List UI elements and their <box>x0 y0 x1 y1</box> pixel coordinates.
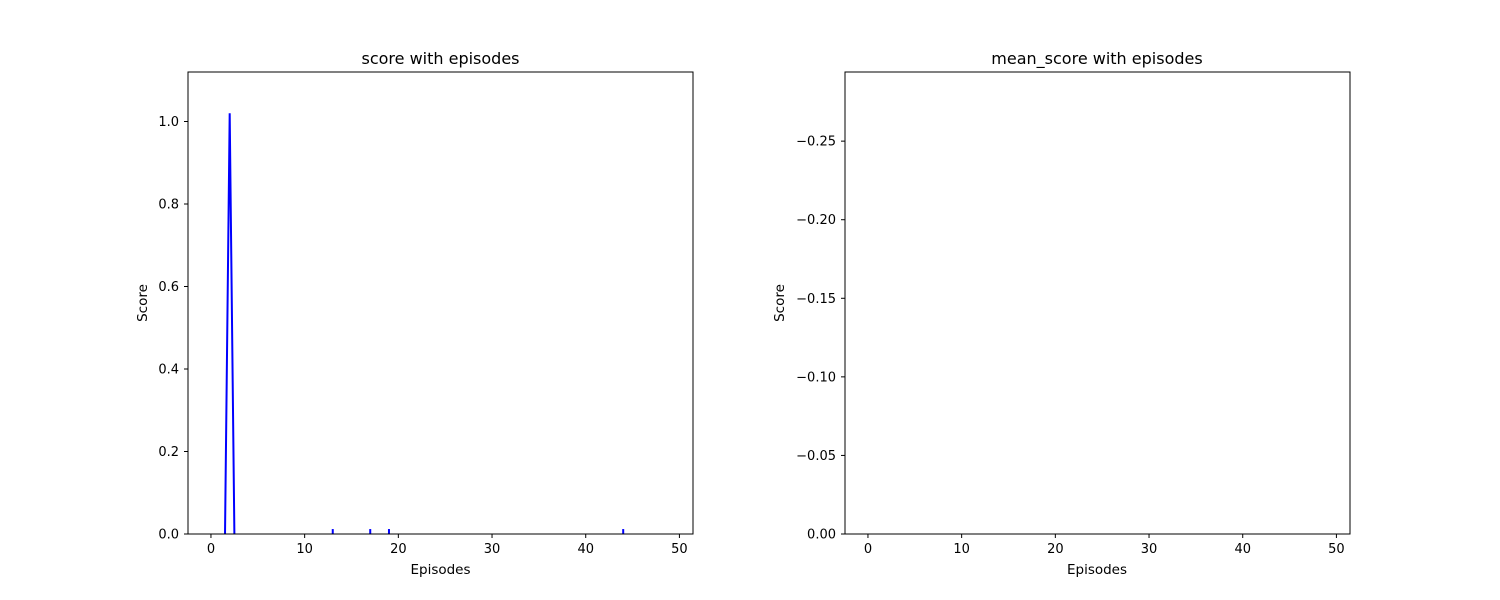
plot-frame <box>844 71 1351 535</box>
x-tick-label: 0 <box>207 542 215 557</box>
x-axis-ticks: 0 10 20 30 40 50 <box>864 534 1345 557</box>
y-tick-label: 1.0 <box>158 115 179 130</box>
x-tick-label: 50 <box>671 542 688 557</box>
y-tick-label: 0.6 <box>158 280 179 295</box>
y-tick-label: 0.0 <box>158 528 179 543</box>
x-tick-label: 10 <box>953 542 970 557</box>
x-axis-ticks: 0 10 20 30 40 50 <box>207 534 688 557</box>
y-tick-label: −0.25 <box>796 135 836 150</box>
chart-title: score with episodes <box>361 49 519 68</box>
y-tick-label: −0.10 <box>796 370 836 385</box>
x-tick-label: 50 <box>1328 542 1345 557</box>
score-series <box>224 113 625 535</box>
y-tick-label: −0.20 <box>796 213 836 228</box>
mean-score-chart: mean_score with episodes 0 10 20 30 40 50 0.0… <box>772 49 1351 578</box>
x-tick-label: 20 <box>390 542 407 557</box>
x-axis-label: Episodes <box>410 562 470 578</box>
y-axis-ticks: 0.00 −0.05 −0.10 −0.15 −0.20 −0.25 <box>796 135 845 543</box>
plot-frame <box>187 71 694 535</box>
x-tick-label: 10 <box>296 542 313 557</box>
x-tick-label: 40 <box>1234 542 1251 557</box>
y-tick-label: −0.05 <box>796 449 836 464</box>
y-tick-label: −0.15 <box>796 292 836 307</box>
y-tick-label: 0.4 <box>158 363 179 378</box>
y-axis-label: Score <box>135 284 151 322</box>
y-axis-label: Score <box>772 284 788 322</box>
y-tick-label: 0.2 <box>158 445 179 460</box>
x-tick-label: 30 <box>1141 542 1158 557</box>
score-chart: score with episodes 0 10 20 30 40 50 0.00.20.… <box>135 49 694 578</box>
x-tick-label: 30 <box>484 542 501 557</box>
y-axis-ticks: 0.0 0.2 0.4 0.6 0.8 1.0 <box>158 115 188 543</box>
x-tick-label: 40 <box>577 542 594 557</box>
x-axis-label: Episodes <box>1067 562 1127 578</box>
y-tick-label: 0.00 <box>807 528 836 543</box>
x-tick-label: 20 <box>1047 542 1064 557</box>
y-tick-label: 0.8 <box>158 198 179 213</box>
x-tick-label: 0 <box>864 542 872 557</box>
series-line-segment <box>224 113 236 535</box>
chart-title: mean_score with episodes <box>991 49 1202 69</box>
